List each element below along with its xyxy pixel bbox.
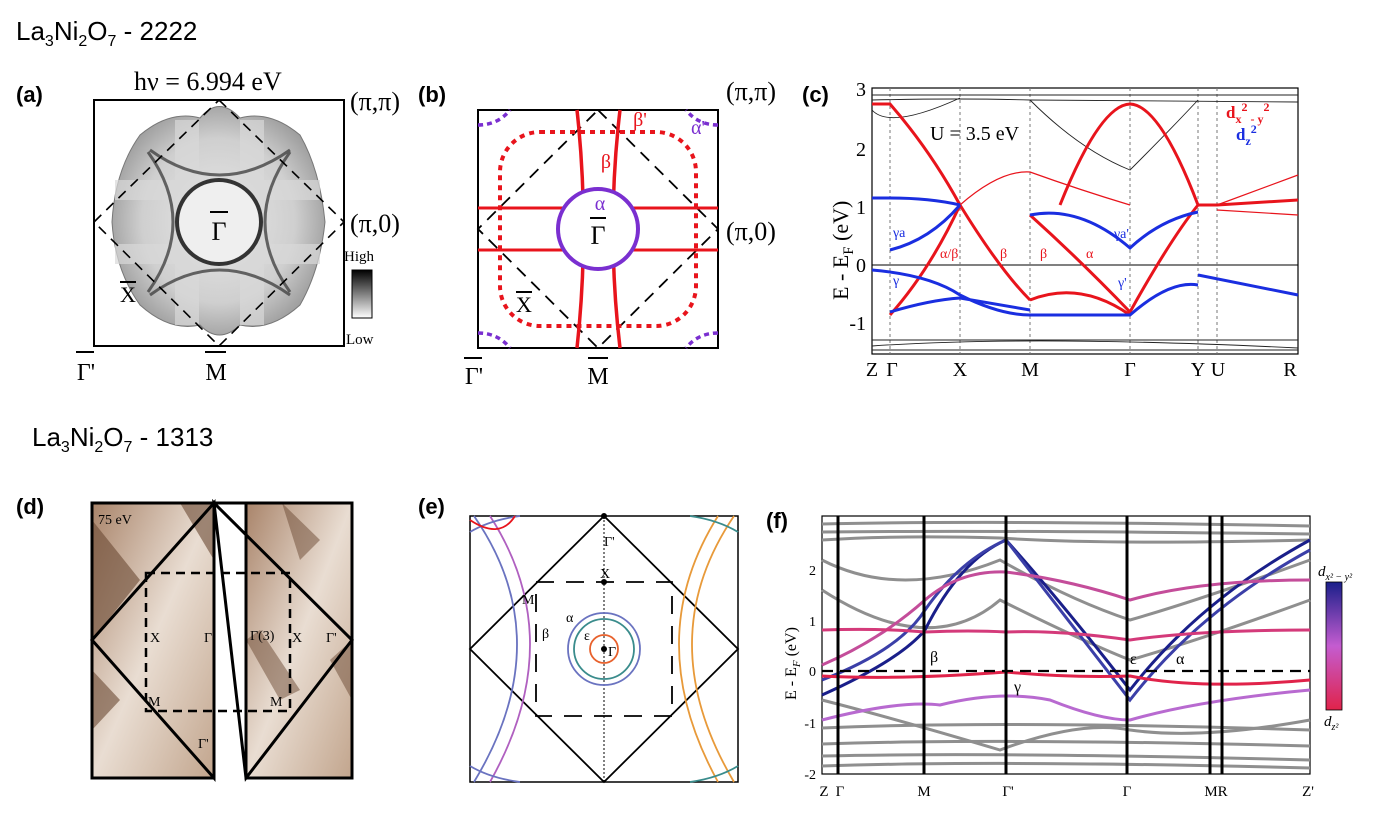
panel-c-band-structure: U = 3.5 eV γa α/β β β α γa' γ γ' 3 2 1 0… [828, 79, 1299, 381]
panel-b-gamma-prime: Γ' [465, 364, 483, 390]
panel-d-energy: 75 eV [98, 513, 132, 528]
panel-b-pipi: (π,π) [726, 77, 776, 106]
panel-f-alpha: α [1176, 651, 1185, 668]
panel-c-xtick: Γ [1124, 359, 1136, 381]
panel-c-xtick: M [1021, 359, 1039, 381]
panel-f-xtick: Z' [1302, 784, 1314, 800]
panel-a-photon-energy: hν = 6.994 eV [134, 67, 282, 96]
panel-c-ytick: 0 [856, 255, 866, 277]
panel-b-label: (b) [418, 82, 447, 107]
panel-b-pi0: (π,0) [726, 217, 776, 246]
panel-c-band-label: α/β [940, 247, 958, 262]
panel-e-gamma-prime: Γ' [604, 535, 615, 550]
panel-d-gamma3-right: Γ(3) [250, 629, 275, 644]
panel-c-xtick: Y [1191, 359, 1205, 381]
panel-f-xtick: Z [819, 784, 828, 800]
panel-f-ytick: 2 [809, 564, 816, 579]
panel-e-m: M [522, 593, 535, 608]
panel-f-xtick: MR [1204, 784, 1227, 800]
panel-c-band-label: α [1086, 247, 1094, 262]
panel-d-arpes-map: 75 eV X Γ M Γ' Γ(3) X Γ' M [89, 498, 354, 782]
panel-c-band-label: γ [892, 274, 899, 289]
panel-e-fermi-surface: Γ' X M β α ε Γ [468, 513, 740, 784]
panel-e-alpha: α [566, 611, 574, 626]
panel-a-pi0: (π,0) [350, 209, 400, 238]
panel-f-colorbar [1325, 581, 1343, 711]
panel-f-ytick: 0 [809, 665, 816, 680]
panel-a-gamma-prime: Γ' [77, 360, 95, 386]
panel-e-label: (e) [418, 494, 445, 519]
panel-a-colorbar [351, 269, 373, 319]
panel-b-beta-prime: β' [633, 109, 647, 131]
panel-e-gamma: Γ [608, 645, 616, 660]
panel-b-alpha: α [595, 193, 606, 215]
panel-c-band-label: β [1000, 247, 1007, 262]
panel-d-m-right: M [270, 695, 283, 710]
section-title-1313: La3Ni2O7 - 1313 [32, 422, 214, 457]
panel-e-beta: β [542, 627, 549, 642]
panel-d-x-left: X [150, 631, 160, 646]
panel-a-x: X [120, 282, 136, 307]
panel-f-xtick: Γ' [1002, 784, 1014, 800]
panel-f-gamma: γ [1013, 679, 1021, 696]
panel-d-x-right: X [292, 631, 302, 646]
panel-a-m: M [205, 360, 226, 386]
panel-d-m-left: M [148, 695, 161, 710]
panel-b-alpha-prime: α' [691, 117, 705, 139]
panel-b-beta: β [601, 151, 611, 173]
panel-f-ytick: 1 [809, 615, 816, 630]
panel-c-u-label: U = 3.5 eV [930, 123, 1020, 145]
panel-f-label: (f) [766, 508, 788, 533]
panel-c-legend-dx: dx2 - y2 [1226, 100, 1269, 126]
panel-a-label: (a) [16, 82, 43, 107]
panel-c-xtick: X [953, 359, 968, 381]
panel-f-xtick: M [917, 784, 930, 800]
panel-f-ylabel: E - EF (eV) [783, 627, 803, 700]
panel-d-label: (d) [16, 494, 45, 519]
panel-c-band-label: β [1040, 247, 1047, 262]
panel-f-colorbar-top: dx² − y² [1318, 564, 1353, 583]
panel-d-gamma-left: Γ [204, 631, 212, 646]
section-title-2222: La3Ni2O7 - 2222 [16, 16, 198, 51]
panel-f-epsilon: ε [1130, 651, 1137, 668]
panel-b-gamma: Γ [590, 221, 605, 250]
panel-c-legend-dz: dz2 [1236, 122, 1257, 148]
panel-c-ytick: -1 [849, 313, 866, 335]
panel-f-colorbar-bottom: dz² [1324, 714, 1339, 733]
panel-b-m: M [587, 364, 608, 390]
panel-c-ytick: 2 [856, 139, 866, 161]
panel-c-label: (c) [802, 82, 829, 107]
panel-a-colorbar-low: Low [346, 332, 374, 348]
panel-e-epsilon: ε [584, 629, 590, 644]
panel-c-xtick: U [1211, 359, 1226, 381]
panel-c-xtick: R [1283, 359, 1297, 381]
panel-f-xtick: Γ [836, 784, 845, 800]
panel-b-fermi-surface: Γ α β β' α' X (π,π) (π,0) Γ' M [464, 77, 776, 390]
panel-d-gamma-prime-right: Γ' [326, 631, 337, 646]
panel-a-colorbar-high: High [344, 249, 375, 265]
panel-f-ytick: -2 [804, 768, 816, 783]
panel-f-xtick: Γ [1123, 784, 1132, 800]
panel-b-x: X [516, 292, 532, 317]
panel-d-gamma-prime-left: Γ' [198, 737, 209, 752]
panel-c-band-label: γa' [1113, 227, 1129, 242]
panel-c-ylabel: E - EF (eV) [828, 201, 857, 300]
panel-c-xtick: Γ [886, 359, 898, 381]
panel-a-fermi-map: Γ X hν = 6.994 eV (π,π) (π,0) Γ' M High … [76, 67, 400, 386]
panel-f-ytick: -1 [804, 717, 816, 732]
panel-a-pipi: (π,π) [350, 87, 400, 116]
panel-c-band-label: γ' [1117, 276, 1127, 291]
panel-c-ytick: 3 [856, 79, 866, 101]
panel-a-gamma: Γ [211, 217, 226, 246]
panel-f-beta: β [930, 649, 938, 666]
panel-c-xtick: Z [866, 359, 878, 381]
panel-c-band-label: γa [892, 226, 906, 241]
panel-c-ytick: 1 [856, 197, 866, 219]
panel-e-x: X [600, 567, 610, 582]
